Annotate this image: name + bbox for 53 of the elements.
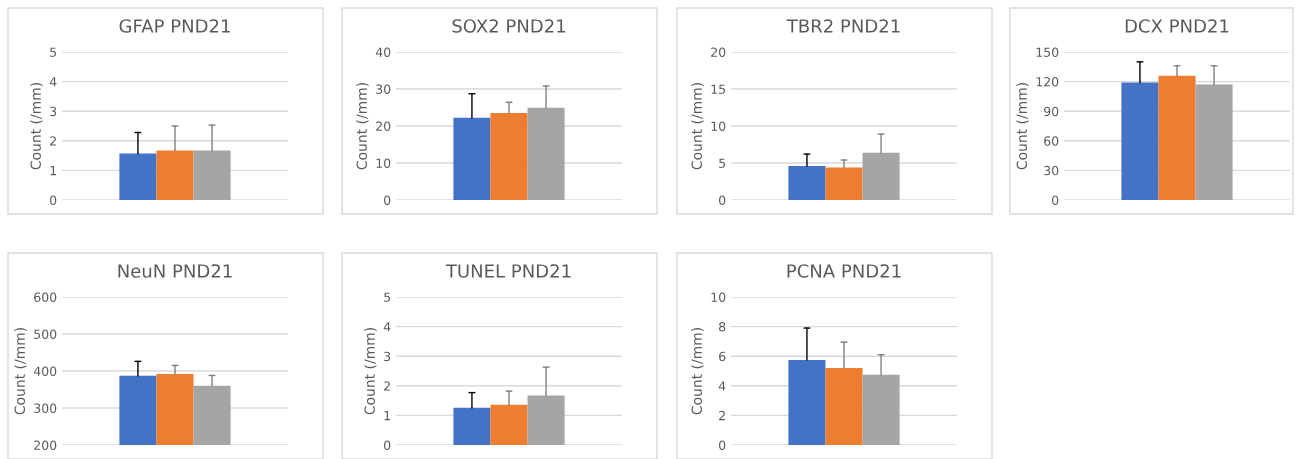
chart-title: NeuN PND21 xyxy=(118,264,232,278)
chart-title: DCX PND21 xyxy=(1125,19,1229,33)
y-tick-label: 20 xyxy=(376,121,391,131)
y-tick-label: 2 xyxy=(50,136,56,146)
chart-title: TBR2 PND21 xyxy=(786,19,900,33)
y-tick-label: 0 xyxy=(384,440,391,450)
y-axis-title: Count (/mm) xyxy=(356,83,369,170)
y-tick-label: 4 xyxy=(49,77,57,87)
y-axis-title: Count (/mm) xyxy=(364,328,377,415)
y-tick-label: 120 xyxy=(1036,77,1059,87)
y-tick-label: 10 xyxy=(376,158,391,168)
y-tick-label: 500 xyxy=(34,329,57,339)
y-tick-label: 60 xyxy=(1044,136,1059,146)
y-tick-label: 1 xyxy=(384,411,390,421)
y-tick-label: 300 xyxy=(34,403,57,413)
y-axis-title: Count (/mm) xyxy=(30,83,43,170)
y-tick-label: 10 xyxy=(711,292,726,302)
y-tick-label: 0 xyxy=(719,440,726,450)
y-tick-label: 600 xyxy=(34,292,57,302)
y-tick-label: 2 xyxy=(384,381,390,391)
y-tick-label: 0 xyxy=(719,195,726,205)
y-tick-label: 40 xyxy=(375,47,391,57)
y-tick-label: 200 xyxy=(34,440,57,450)
chart-title: TUNEL PND21 xyxy=(445,264,571,278)
y-tick-label: 20 xyxy=(711,47,726,57)
y-tick-label: 90 xyxy=(1044,106,1059,117)
y-tick-label: 10 xyxy=(711,121,726,131)
y-axis-title: Count (/mm) xyxy=(1016,83,1029,170)
y-tick-label: 5 xyxy=(50,47,57,57)
chart-title: SOX2 PND21 xyxy=(452,19,566,33)
y-tick-label: 8 xyxy=(719,322,726,332)
y-tick-label: 0 xyxy=(50,195,57,205)
y-tick-label: 0 xyxy=(1052,195,1059,205)
y-tick-label: 6 xyxy=(719,351,726,362)
y-axis-title: Count (/mm) xyxy=(14,328,27,415)
y-tick-label: 15 xyxy=(711,84,726,94)
y-tick-label: 400 xyxy=(33,366,57,376)
y-axis-title: Count (/mm) xyxy=(691,83,704,170)
y-axis-title: Count (/mm) xyxy=(691,328,704,415)
y-tick-label: 2 xyxy=(719,410,725,421)
y-tick-label: 30 xyxy=(1044,165,1059,176)
y-tick-label: 0 xyxy=(384,195,391,205)
y-tick-label: 150 xyxy=(1036,47,1059,57)
chart-title: PCNA PND21 xyxy=(787,264,901,278)
y-tick-label: 5 xyxy=(384,292,391,302)
y-tick-label: 4 xyxy=(383,322,391,332)
y-tick-label: 3 xyxy=(384,351,391,362)
y-tick-label: 4 xyxy=(718,381,726,391)
y-tick-label: 3 xyxy=(50,106,57,117)
y-tick-label: 5 xyxy=(719,158,726,168)
chart-title: GFAP PND21 xyxy=(119,19,230,33)
y-tick-label: 1 xyxy=(50,166,56,176)
y-tick-label: 30 xyxy=(376,84,391,94)
